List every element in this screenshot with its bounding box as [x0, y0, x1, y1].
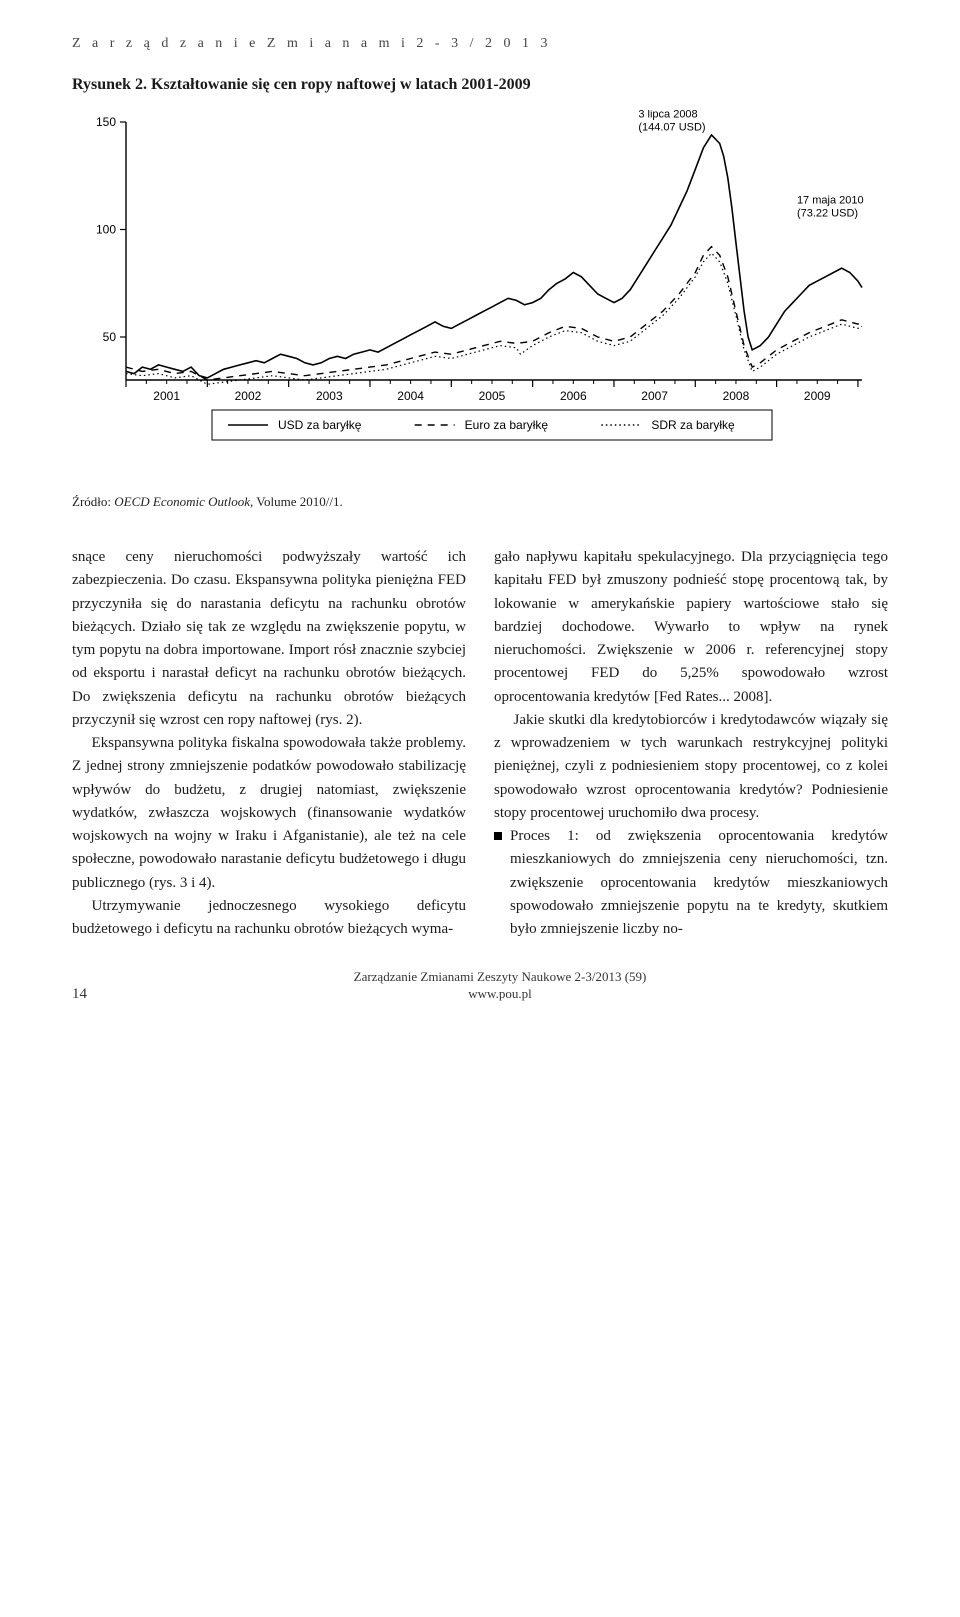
page-footer: 14 Zarządzanie Zmianami Zeszyty Naukowe …	[72, 969, 888, 1003]
para-r2: Jakie skutki dla kredytobiorców i kredyt…	[494, 709, 888, 825]
footer-text: Zarządzanie Zmianami Zeszyty Naukowe 2-3…	[112, 969, 888, 1003]
footer-line2: www.pou.pl	[468, 986, 531, 1001]
figure-source: Źródło: OECD Economic Outlook, Volume 20…	[72, 494, 888, 510]
svg-text:17 maja 2010: 17 maja 2010	[797, 195, 864, 207]
bullet-item: Proces 1: od zwiększenia oprocentowania …	[494, 825, 888, 941]
svg-text:2009: 2009	[804, 389, 831, 403]
svg-text:(144.07 USD): (144.07 USD)	[638, 122, 705, 134]
svg-text:2004: 2004	[397, 389, 424, 403]
para-l1: snące ceny nieruchomości podwyższały war…	[72, 546, 466, 732]
svg-text:150: 150	[96, 115, 116, 129]
bullet-text: Proces 1: od zwiększenia oprocentowania …	[510, 825, 888, 941]
svg-text:2005: 2005	[479, 389, 506, 403]
svg-text:(73.22 USD): (73.22 USD)	[797, 208, 858, 220]
para-l2: Ekspansywna polityka fiskalna spowodował…	[72, 732, 466, 895]
page-number: 14	[72, 986, 112, 1003]
svg-text:Euro za baryłkę: Euro za baryłkę	[465, 418, 549, 432]
svg-text:2008: 2008	[723, 389, 750, 403]
svg-text:USD za baryłkę: USD za baryłkę	[278, 418, 362, 432]
source-italic: OECD Economic Outlook	[114, 494, 250, 509]
svg-text:2006: 2006	[560, 389, 587, 403]
svg-text:2001: 2001	[153, 389, 180, 403]
svg-text:2003: 2003	[316, 389, 343, 403]
oil-price-chart: 50 100 150 2001 2002 2003 2004 2005 2006 2007 2008…	[72, 110, 888, 470]
footer-line1: Zarządzanie Zmianami Zeszyty Naukowe 2-3…	[354, 969, 647, 984]
figure-caption: Rysunek 2. Kształtowanie się cen ropy na…	[72, 76, 888, 94]
para-r1-text: gało napływu kapitału spekulacyjnego. Dl…	[494, 549, 888, 705]
para-r1: gało napływu kapitału spekulacyjnego. Dl…	[494, 546, 888, 709]
svg-text:100: 100	[96, 223, 116, 237]
svg-text:2002: 2002	[235, 389, 262, 403]
svg-text:SDR za baryłkę: SDR za baryłkę	[651, 418, 735, 432]
para-l3: Utrzymywanie jednoczesnego wysokiego def…	[72, 895, 466, 942]
svg-text:2007: 2007	[641, 389, 668, 403]
source-label: Źródło:	[72, 494, 114, 509]
running-head: Z a r z ą d z a n i e Z m i a n a m i 2 …	[72, 36, 888, 52]
source-rest: , Volume 2010//1.	[250, 494, 343, 509]
square-bullet-icon	[494, 832, 502, 840]
body-text: snące ceny nieruchomości podwyższały war…	[72, 546, 888, 941]
svg-text:3 lipca 2008: 3 lipca 2008	[638, 110, 697, 121]
svg-text:50: 50	[103, 330, 117, 344]
